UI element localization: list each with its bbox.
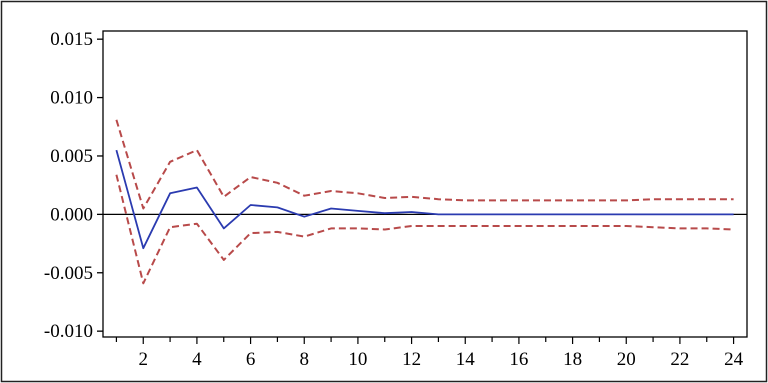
- x-tick-label: 8: [300, 349, 310, 370]
- x-tick-label: 12: [402, 349, 421, 370]
- x-tick-label: 24: [724, 349, 744, 370]
- x-tick-label: 10: [348, 349, 367, 370]
- upper-band-line: [115, 119, 734, 210]
- y-tick-label: -0.005: [44, 263, 93, 284]
- x-tick-label: 18: [563, 349, 582, 370]
- x-tick-label: 2: [139, 349, 149, 370]
- x-tick-label: 6: [246, 349, 256, 370]
- y-tick-label: -0.010: [44, 321, 93, 342]
- lower-band-line: [115, 174, 734, 285]
- y-tick-label: 0.010: [50, 88, 93, 109]
- y-tick-label: 0.015: [50, 29, 93, 50]
- x-tick-label: 20: [617, 349, 636, 370]
- x-tick-label: 22: [670, 349, 689, 370]
- y-tick-label: 0.005: [50, 146, 93, 167]
- x-tick-label: 4: [192, 349, 202, 370]
- plot-axes-box: [102, 30, 748, 338]
- response-line: [115, 149, 734, 250]
- x-tick-label: 14: [456, 349, 476, 370]
- y-tick-label: 0.000: [50, 204, 93, 225]
- x-tick-label: 16: [509, 349, 528, 370]
